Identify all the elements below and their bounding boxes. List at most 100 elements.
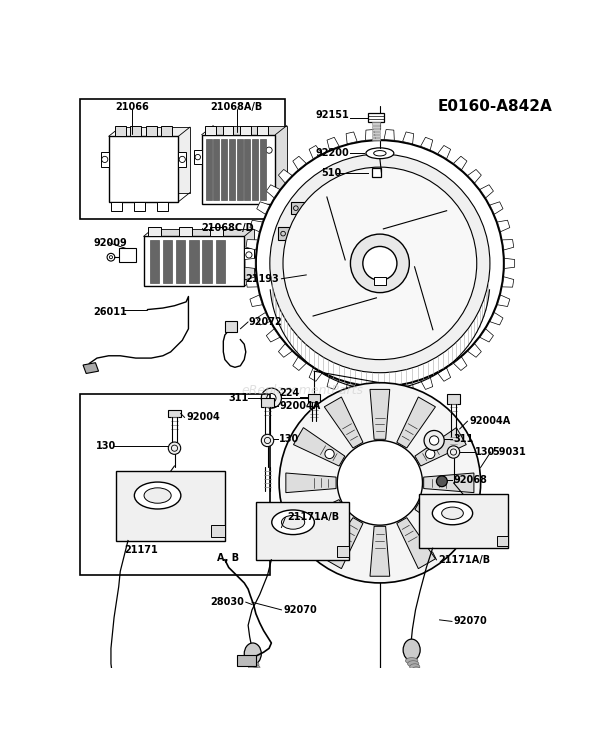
Polygon shape [293, 357, 306, 370]
Text: E0160-A842A: E0160-A842A [438, 99, 553, 114]
Polygon shape [246, 277, 257, 287]
Bar [372, 138, 380, 140]
Polygon shape [370, 390, 390, 439]
Bar [373, 277, 386, 285]
Bar [222, 125, 234, 134]
Bar [497, 536, 508, 546]
Bar [308, 394, 320, 402]
Bar [146, 125, 157, 137]
Polygon shape [415, 499, 466, 538]
Bar [221, 139, 227, 201]
Polygon shape [346, 383, 357, 395]
Bar [205, 139, 212, 201]
Polygon shape [368, 113, 384, 122]
Bar [202, 240, 212, 282]
Circle shape [279, 383, 481, 583]
Ellipse shape [144, 488, 171, 503]
Bar [111, 202, 122, 211]
Ellipse shape [255, 674, 263, 680]
Polygon shape [438, 146, 451, 158]
Bar [115, 125, 126, 137]
Bar [80, 394, 270, 575]
Circle shape [447, 446, 460, 458]
Circle shape [430, 436, 439, 445]
Bar [130, 125, 141, 137]
Bar [225, 321, 237, 332]
Bar [447, 394, 460, 403]
Bar [194, 150, 202, 164]
Circle shape [425, 449, 435, 459]
Circle shape [337, 441, 422, 525]
Bar [261, 398, 274, 407]
Text: 92070: 92070 [454, 617, 487, 626]
Bar [237, 139, 242, 201]
Bar [256, 502, 349, 559]
Circle shape [424, 430, 444, 451]
Bar [244, 139, 250, 201]
Polygon shape [497, 220, 510, 232]
Bar [291, 202, 310, 214]
Polygon shape [309, 146, 322, 158]
Bar [372, 168, 381, 177]
Bar [213, 139, 219, 201]
Bar [176, 240, 185, 282]
Text: 21171: 21171 [124, 544, 158, 555]
Circle shape [325, 507, 334, 517]
Polygon shape [266, 329, 280, 342]
Ellipse shape [247, 662, 259, 668]
Polygon shape [384, 129, 394, 140]
Bar [179, 228, 192, 237]
Polygon shape [278, 344, 292, 357]
Circle shape [256, 140, 504, 387]
Bar [143, 237, 244, 286]
Circle shape [261, 434, 274, 447]
Text: A, B: A, B [217, 553, 240, 563]
Ellipse shape [373, 150, 386, 156]
Polygon shape [421, 377, 432, 390]
Circle shape [270, 154, 490, 372]
Text: 130: 130 [475, 447, 496, 457]
Text: 21171A/B: 21171A/B [287, 512, 339, 523]
Text: 92200: 92200 [316, 148, 349, 158]
Bar [134, 202, 145, 211]
Polygon shape [454, 357, 467, 370]
Text: 224: 224 [279, 388, 299, 399]
Bar [252, 139, 258, 201]
Text: 21171A/B: 21171A/B [438, 555, 490, 565]
Text: 130: 130 [96, 441, 116, 451]
Polygon shape [324, 517, 363, 569]
Bar [161, 125, 172, 137]
Polygon shape [503, 240, 514, 250]
Text: 92004A: 92004A [279, 401, 320, 411]
Polygon shape [213, 125, 287, 195]
Polygon shape [454, 156, 467, 170]
Polygon shape [250, 295, 263, 306]
Bar [210, 228, 222, 237]
Text: 26011: 26011 [93, 307, 127, 317]
Bar [260, 139, 266, 201]
Text: 21068C/D: 21068C/D [202, 223, 254, 234]
Circle shape [267, 394, 276, 403]
Ellipse shape [412, 667, 421, 673]
Text: 92072: 92072 [248, 317, 282, 327]
Polygon shape [480, 329, 493, 342]
Polygon shape [266, 185, 280, 198]
Bar [116, 472, 225, 541]
Text: 21068A/B: 21068A/B [211, 102, 263, 113]
Bar [202, 134, 276, 204]
Text: 21193: 21193 [245, 274, 279, 284]
Polygon shape [365, 387, 376, 397]
Bar [372, 128, 380, 131]
Text: 21066: 21066 [115, 102, 149, 113]
Polygon shape [504, 258, 514, 268]
Circle shape [168, 442, 181, 454]
Ellipse shape [409, 664, 420, 670]
Ellipse shape [414, 670, 422, 676]
Polygon shape [246, 240, 257, 250]
Polygon shape [278, 170, 292, 182]
Polygon shape [370, 526, 390, 576]
Bar [189, 240, 198, 282]
Bar [337, 546, 349, 556]
Polygon shape [490, 312, 503, 325]
Bar [205, 125, 215, 134]
